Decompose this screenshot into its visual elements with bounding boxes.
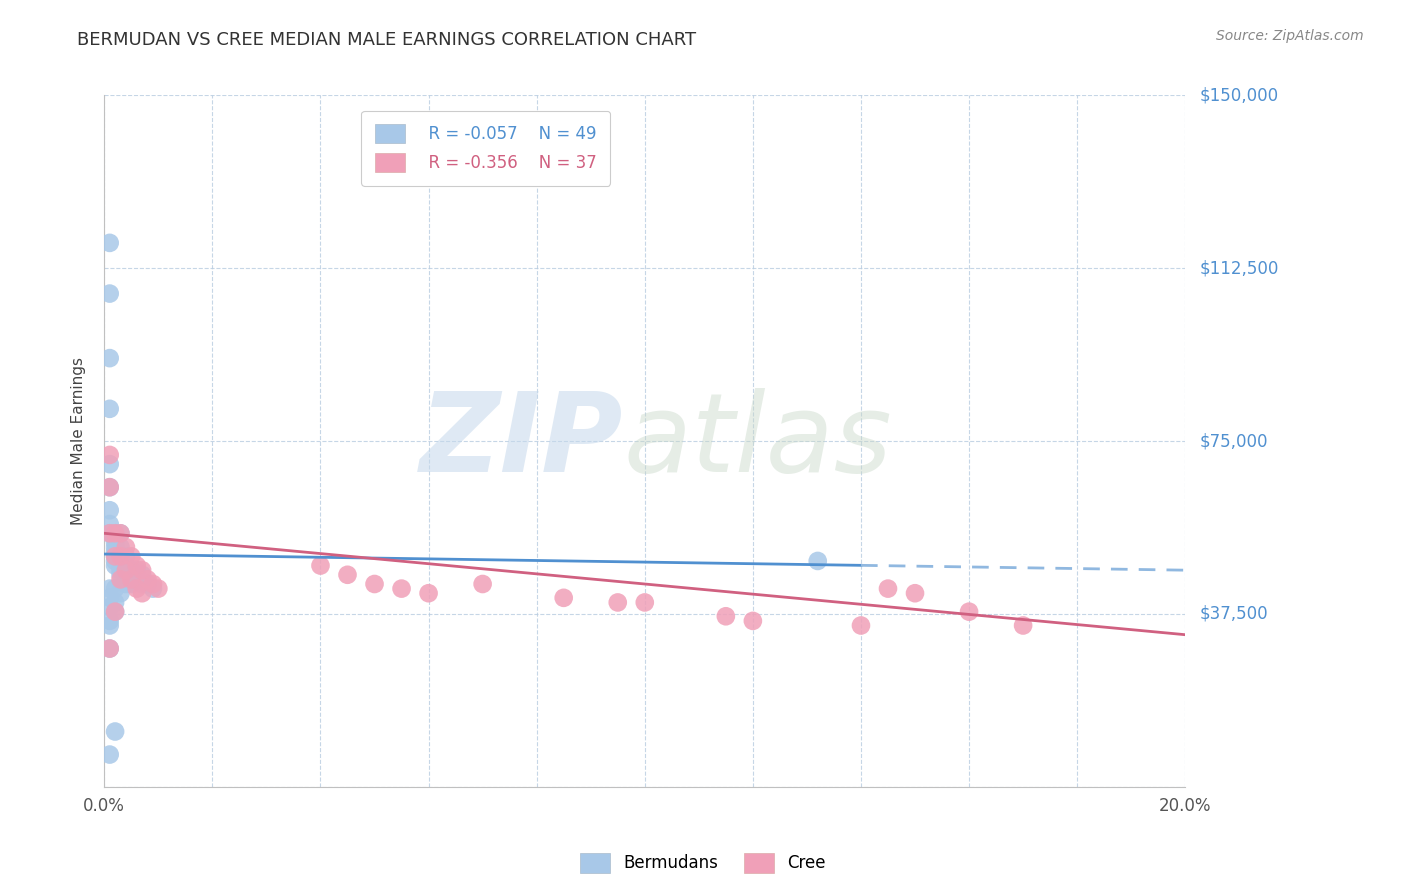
Point — [98, 526, 121, 541]
Point — [363, 577, 385, 591]
Point — [120, 577, 142, 591]
Point — [104, 595, 127, 609]
Point — [120, 567, 142, 582]
Legend: Bermudans, Cree: Bermudans, Cree — [574, 847, 832, 880]
Point — [110, 526, 132, 541]
Point — [98, 457, 121, 471]
Point — [120, 549, 142, 564]
Point — [125, 573, 148, 587]
Point — [115, 558, 138, 573]
Text: $75,000: $75,000 — [1199, 432, 1268, 450]
Point — [98, 517, 121, 532]
Point — [309, 558, 332, 573]
Text: atlas: atlas — [623, 388, 891, 494]
Legend:   R = -0.057    N = 49,   R = -0.356    N = 37: R = -0.057 N = 49, R = -0.356 N = 37 — [361, 111, 610, 186]
Point — [98, 503, 121, 517]
Point — [125, 563, 148, 577]
Point — [336, 567, 359, 582]
Point — [98, 480, 121, 494]
Point — [104, 526, 127, 541]
Point — [110, 549, 132, 564]
Point — [115, 540, 138, 554]
Point — [714, 609, 737, 624]
Point — [110, 540, 132, 554]
Point — [104, 605, 127, 619]
Point — [98, 526, 121, 541]
Point — [148, 582, 170, 596]
Point — [104, 540, 127, 554]
Text: ZIP: ZIP — [419, 388, 623, 494]
Point — [1012, 618, 1035, 632]
Point — [98, 641, 121, 656]
Point — [957, 605, 980, 619]
Text: $37,500: $37,500 — [1199, 605, 1268, 623]
Point — [606, 595, 628, 609]
Point — [110, 526, 132, 541]
Point — [104, 531, 127, 545]
Point — [98, 582, 121, 596]
Point — [98, 614, 121, 628]
Point — [125, 558, 148, 573]
Point — [634, 595, 657, 609]
Point — [125, 582, 148, 596]
Point — [104, 558, 127, 573]
Point — [391, 582, 413, 596]
Text: $150,000: $150,000 — [1199, 87, 1278, 104]
Point — [98, 401, 121, 416]
Point — [98, 448, 121, 462]
Point — [104, 554, 127, 568]
Point — [104, 535, 127, 549]
Point — [131, 563, 153, 577]
Text: Source: ZipAtlas.com: Source: ZipAtlas.com — [1216, 29, 1364, 43]
Point — [110, 567, 132, 582]
Point — [115, 577, 138, 591]
Point — [131, 567, 153, 582]
Point — [807, 554, 830, 568]
Point — [98, 235, 121, 250]
Point — [98, 351, 121, 365]
Point — [110, 558, 132, 573]
Point — [136, 577, 159, 591]
Point — [98, 480, 121, 494]
Point — [131, 586, 153, 600]
Point — [120, 563, 142, 577]
Point — [471, 577, 494, 591]
Point — [136, 573, 159, 587]
Point — [98, 747, 121, 762]
Point — [110, 549, 132, 564]
Point — [741, 614, 763, 628]
Point — [98, 600, 121, 615]
Y-axis label: Median Male Earnings: Median Male Earnings — [72, 357, 86, 525]
Point — [115, 567, 138, 582]
Point — [98, 591, 121, 605]
Point — [110, 573, 132, 587]
Point — [98, 286, 121, 301]
Point — [904, 586, 927, 600]
Point — [104, 549, 127, 564]
Point — [142, 577, 165, 591]
Point — [104, 605, 127, 619]
Point — [104, 724, 127, 739]
Point — [115, 563, 138, 577]
Point — [104, 545, 127, 559]
Text: $112,500: $112,500 — [1199, 260, 1278, 277]
Point — [418, 586, 440, 600]
Point — [115, 549, 138, 564]
Point — [104, 582, 127, 596]
Point — [110, 586, 132, 600]
Point — [142, 582, 165, 596]
Point — [877, 582, 900, 596]
Point — [131, 577, 153, 591]
Point — [104, 549, 127, 564]
Point — [98, 641, 121, 656]
Text: BERMUDAN VS CREE MEDIAN MALE EARNINGS CORRELATION CHART: BERMUDAN VS CREE MEDIAN MALE EARNINGS CO… — [77, 31, 696, 49]
Point — [98, 618, 121, 632]
Point — [120, 573, 142, 587]
Point — [849, 618, 872, 632]
Point — [104, 526, 127, 541]
Point — [553, 591, 575, 605]
Point — [110, 563, 132, 577]
